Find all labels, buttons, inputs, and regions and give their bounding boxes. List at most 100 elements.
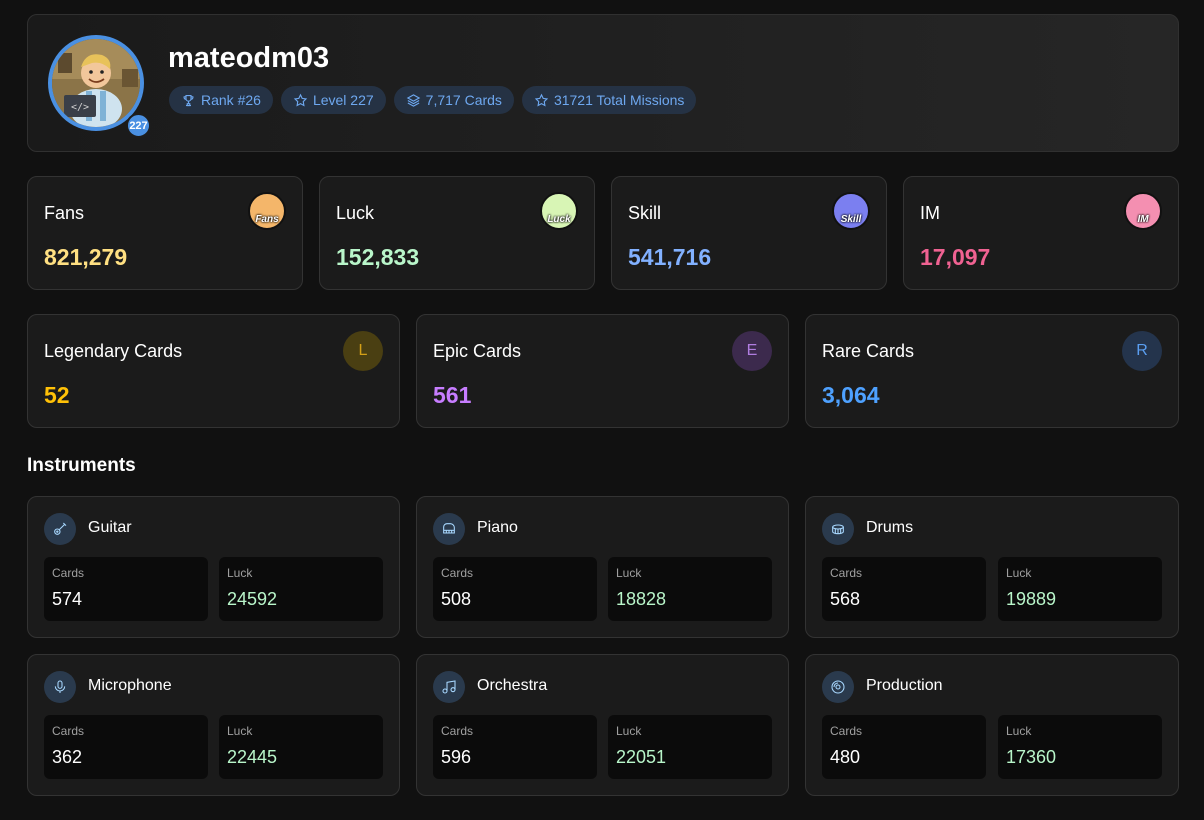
cards-label: Cards [52, 566, 85, 580]
luck-box: Luck 22051 [608, 715, 772, 779]
luck-value: 22445 [227, 747, 278, 767]
luck-box: Luck 18828 [608, 557, 772, 621]
rarity-label: Rare Cards [822, 341, 915, 361]
rarity-label: Epic Cards [433, 341, 522, 361]
username: mateodm03 [168, 42, 330, 74]
stat-value: 821,279 [44, 244, 128, 270]
luck-box: Luck 17360 [998, 715, 1162, 779]
stat-label: Fans [44, 203, 85, 223]
missions-label: 31721 Total Missions [553, 92, 685, 108]
rarity-value: 3,064 [822, 382, 880, 408]
luck-label: Luck [1006, 724, 1032, 738]
instrument-name: Drums [866, 519, 914, 536]
luck-label: Luck [1006, 566, 1032, 580]
stat-value: 152,833 [336, 244, 420, 270]
cards-value: 508 [441, 589, 472, 609]
luck-value: 18828 [616, 589, 667, 609]
stat-icon-text: Luck [547, 214, 571, 225]
cards-value: 362 [52, 747, 83, 767]
rare-icon: R [1122, 331, 1162, 371]
cards-box: Cards 480 [822, 715, 986, 779]
rank-pill[interactable]: Rank #26 [169, 86, 273, 114]
stat-label: IM [920, 203, 940, 223]
cards-label: Cards [441, 724, 474, 738]
stat-value: 541,716 [628, 244, 712, 270]
skill-icon: Skill [832, 192, 870, 230]
luck-value: 24592 [227, 589, 278, 609]
stat-label: Skill [628, 203, 662, 223]
cards-label: 7,717 Cards [425, 92, 502, 108]
cards-box: Cards 362 [44, 715, 208, 779]
rarity-card-epic: Epic Cards 561 E [416, 314, 789, 428]
avatar[interactable]: </> [48, 35, 144, 131]
legendary-icon: L [343, 331, 383, 371]
guitar-icon [44, 513, 76, 545]
cards-label: Cards [441, 566, 474, 580]
luck-label: Luck [616, 724, 642, 738]
star-icon [293, 93, 308, 106]
stat-icon-text: Fans [255, 214, 279, 225]
luck-value: 19889 [1006, 589, 1057, 609]
cards-value: 480 [830, 747, 861, 767]
cards-value: 574 [52, 589, 83, 609]
stat-card-fans: Fans 821,279 Fans [27, 176, 303, 290]
layers-icon [406, 93, 420, 107]
instrument-name: Orchestra [477, 677, 548, 694]
rank-label: Rank #26 [201, 92, 261, 108]
instruments-heading: Instruments [27, 455, 136, 476]
luck-label: Luck [227, 724, 253, 738]
luck-box: Luck 22445 [219, 715, 383, 779]
luck-box: Luck 19889 [998, 557, 1162, 621]
stat-card-luck: Luck 152,833 Luck [319, 176, 595, 290]
money-icon: IM [1124, 192, 1162, 230]
cards-label: Cards [830, 566, 863, 580]
stat-value: 17,097 [920, 244, 991, 270]
fans-icon: Fans [248, 192, 286, 230]
music-note-icon [433, 671, 465, 703]
stat-card-im: IM 17,097 IM [903, 176, 1179, 290]
piano-icon [433, 513, 465, 545]
instrument-card-production[interactable]: Production Cards 480 Luck 17360 [805, 654, 1179, 796]
drum-icon [822, 513, 854, 545]
level-pill[interactable]: Level 227 [280, 86, 386, 114]
instrument-card-guitar[interactable]: Guitar Cards 574 Luck 24592 [27, 496, 400, 638]
instrument-card-microphone[interactable]: Microphone Cards 362 Luck 22445 [27, 654, 400, 796]
cards-box: Cards 574 [44, 557, 208, 621]
disc-icon [822, 671, 854, 703]
epic-icon: E [732, 331, 772, 371]
trophy-icon [183, 94, 194, 106]
rarity-label: Legendary Cards [44, 341, 183, 361]
cards-label: Cards [830, 724, 863, 738]
cards-value: 596 [441, 747, 472, 767]
rarity-card-legendary: Legendary Cards 52 L [27, 314, 400, 428]
cards-box: Cards 568 [822, 557, 986, 621]
level-label: Level 227 [312, 92, 374, 108]
instrument-card-drums[interactable]: Drums Cards 568 Luck 19889 [805, 496, 1179, 638]
luck-value: 17360 [1006, 747, 1057, 767]
cards-pill[interactable]: 7,717 Cards [393, 86, 514, 114]
instrument-name: Piano [477, 519, 518, 536]
level-badge: 227 [126, 113, 151, 138]
instrument-card-piano[interactable]: Piano Cards 508 Luck 18828 [416, 496, 789, 638]
cards-label: Cards [52, 724, 85, 738]
cards-value: 568 [830, 589, 861, 609]
rarity-card-rare: Rare Cards 3,064 R [805, 314, 1179, 428]
instrument-name: Microphone [88, 677, 172, 694]
luck-label: Luck [616, 566, 642, 580]
stat-card-skill: Skill 541,716 Skill [611, 176, 887, 290]
luck-value: 22051 [616, 747, 667, 767]
cards-box: Cards 508 [433, 557, 597, 621]
profile-pills: Rank #26 Level 227 7,717 Cards 31721 Tot… [169, 86, 697, 114]
svg-text:</>: </> [71, 102, 89, 113]
luck-box: Luck 24592 [219, 557, 383, 621]
instrument-name: Guitar [88, 519, 132, 536]
stat-icon-text: IM [1137, 214, 1149, 225]
missions-pill[interactable]: 31721 Total Missions [521, 86, 697, 114]
cards-box: Cards 596 [433, 715, 597, 779]
rarity-value: 52 [44, 382, 70, 408]
instrument-card-orchestra[interactable]: Orchestra Cards 596 Luck 22051 [416, 654, 789, 796]
stat-label: Luck [336, 203, 375, 223]
rarity-value: 561 [433, 382, 472, 408]
instrument-name: Production [866, 677, 943, 694]
stat-icon-text: Skill [840, 214, 862, 225]
